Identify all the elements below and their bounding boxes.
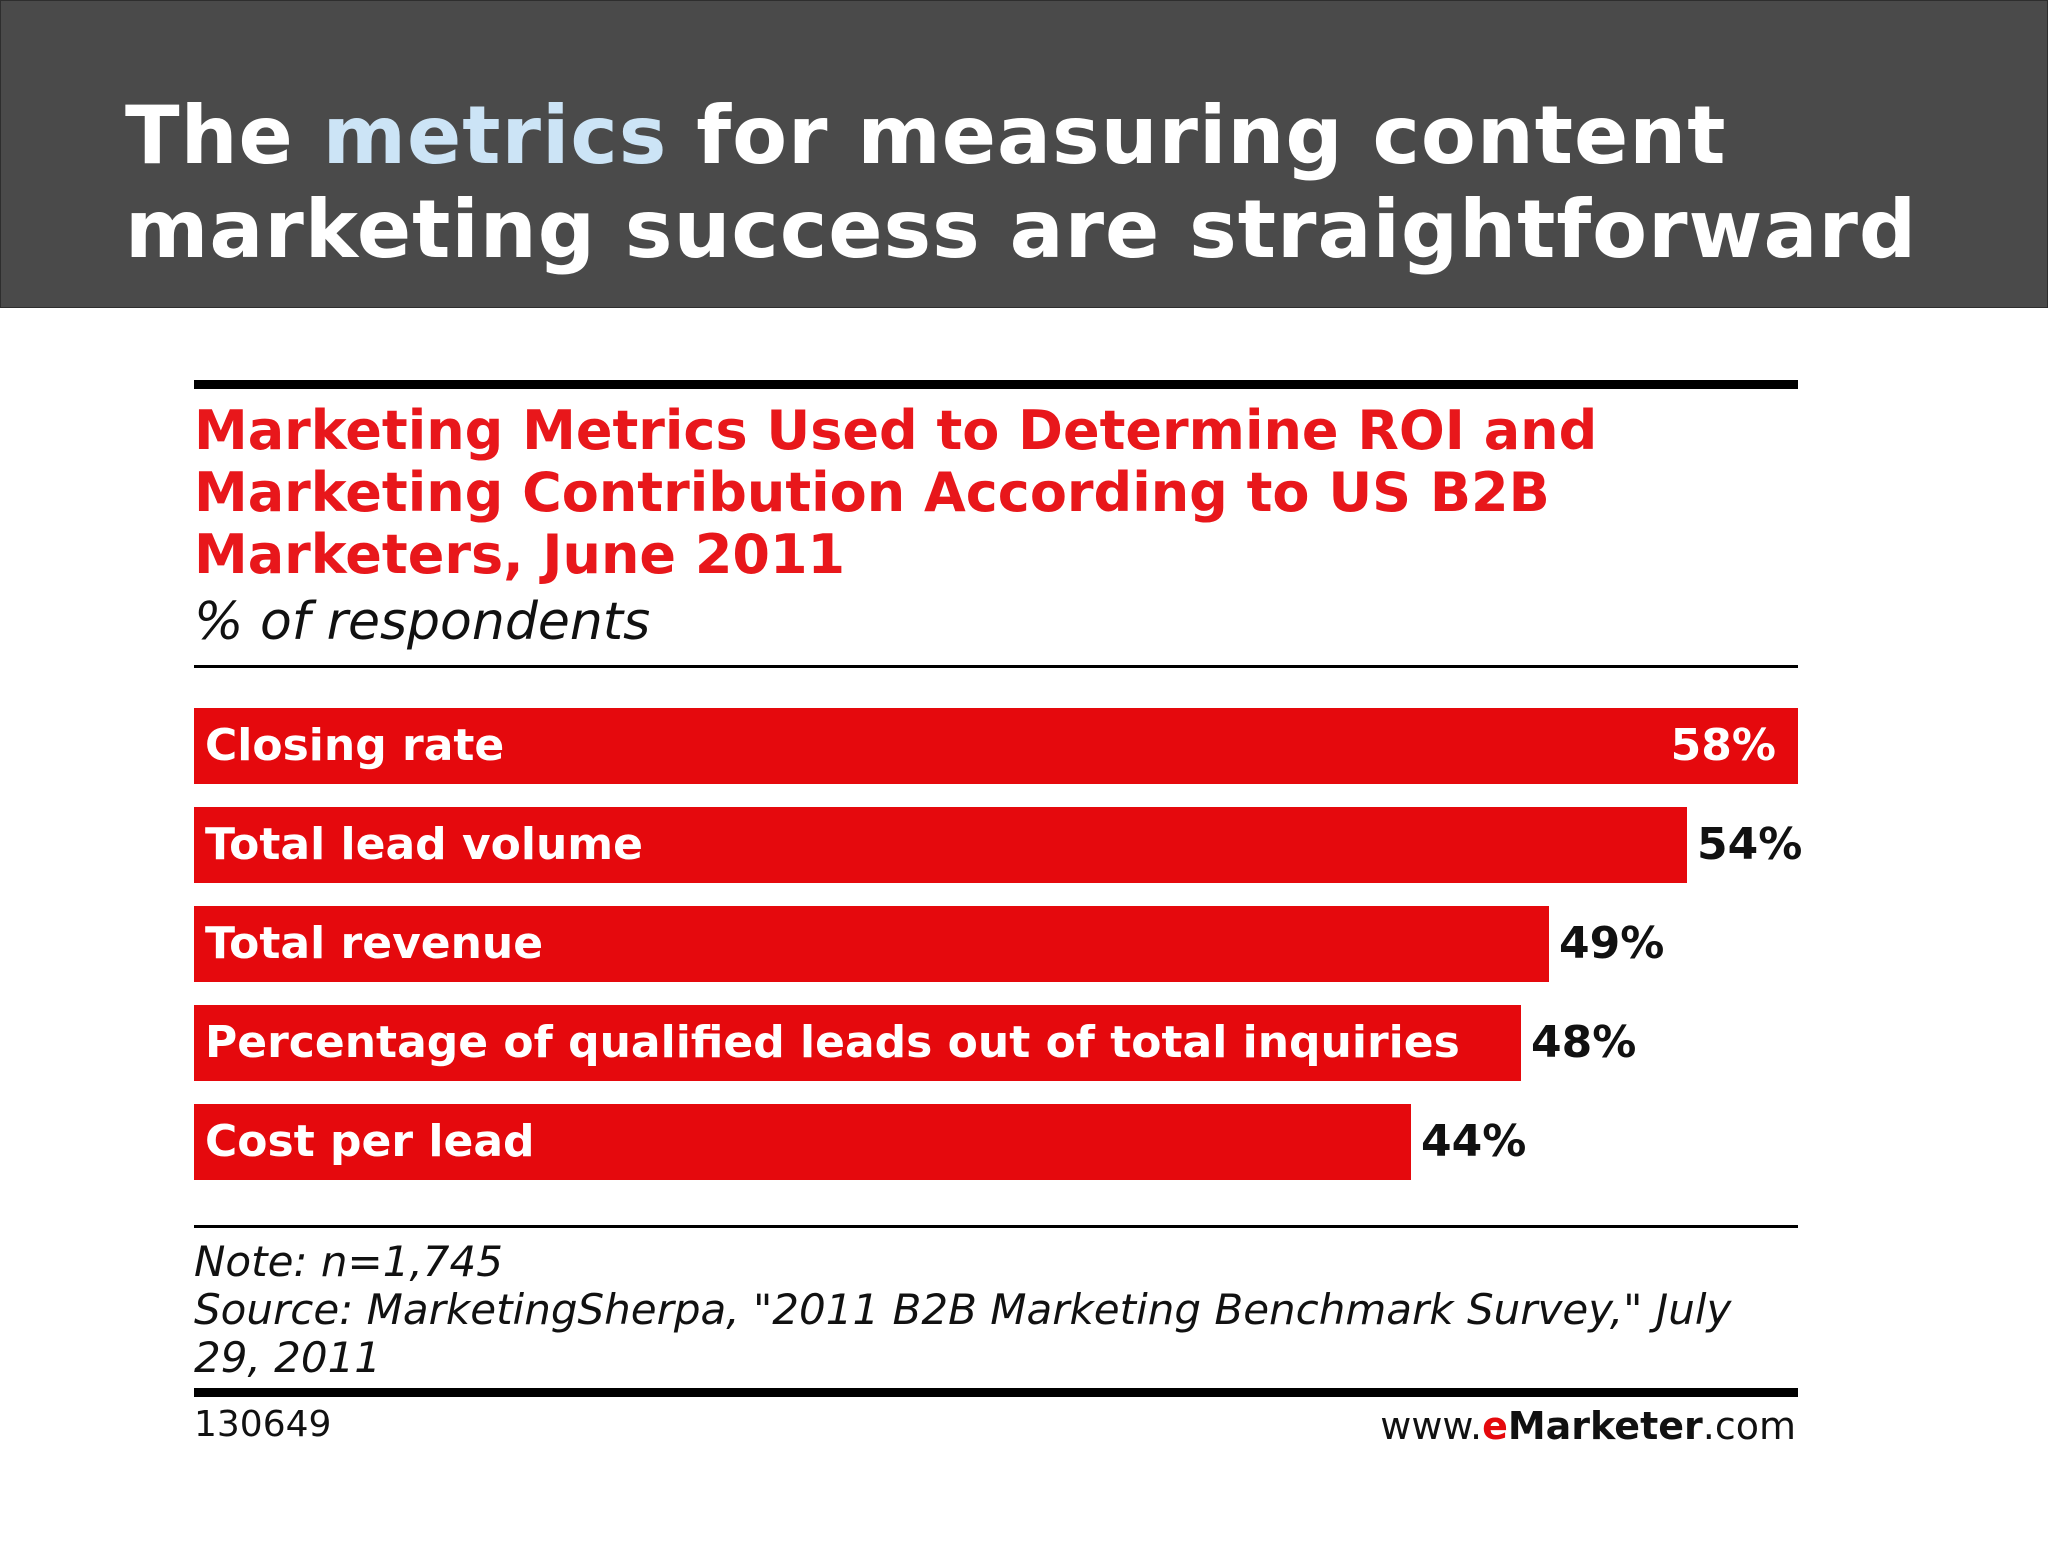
bar-value-label: 58%	[1670, 720, 1776, 771]
bar	[194, 1104, 1411, 1180]
bar-label: Percentage of qualified leads out of tot…	[205, 1017, 1460, 1068]
bar	[194, 708, 1798, 784]
bar-value-label: 44%	[1421, 1116, 1527, 1167]
bar-label: Total revenue	[205, 918, 544, 969]
bar	[194, 906, 1549, 982]
bar	[194, 807, 1687, 883]
bar-value-label: 48%	[1531, 1017, 1637, 1068]
chart-title-line-2: Marketing Contribution According to US B…	[194, 461, 1550, 524]
bar-value-label: 49%	[1559, 918, 1665, 969]
bar-label: Cost per lead	[205, 1116, 535, 1167]
chart-id: 130649	[194, 1404, 332, 1445]
bar-row: Cost per lead 44%	[194, 1104, 1798, 1180]
bottom-rule	[194, 1388, 1798, 1397]
bar-area: Closing rate 58% Total lead volume 54% Total…	[194, 708, 1802, 1568]
chart-title-line-3: Marketers, June 2011	[194, 523, 846, 586]
bar-label: Closing rate	[205, 720, 505, 771]
bar	[194, 1005, 1521, 1081]
bar-row: Total lead volume 54%	[194, 807, 1802, 883]
source-website: www.eMarketer.com	[1380, 1404, 1796, 1448]
bar-value-label: 54%	[1697, 819, 1803, 870]
site-prefix: www.	[1380, 1404, 1483, 1448]
footer-rule	[194, 1225, 1798, 1228]
site-e: e	[1482, 1404, 1508, 1448]
chart-title-line-1: Marketing Metrics Used to Determine ROI …	[194, 399, 1598, 462]
headline-highlight: metrics	[322, 89, 668, 182]
bar-row: Total revenue 49%	[194, 906, 1798, 982]
top-rule	[194, 380, 1798, 389]
chart-source-line-1: Source: MarketingSherpa, "2011 B2B Marke…	[194, 1285, 1732, 1334]
site-suffix: .com	[1702, 1404, 1796, 1448]
bar-row: Percentage of qualified leads out of tot…	[194, 1005, 1798, 1081]
site-brand: Marketer	[1507, 1404, 1703, 1448]
chart-source: Source: MarketingSherpa, "2011 B2B Marke…	[194, 1286, 1794, 1382]
subtitle-rule	[194, 665, 1798, 668]
chart-title: Marketing Metrics Used to Determine ROI …	[194, 400, 1794, 586]
headline-part-1: The	[125, 89, 323, 182]
slide-headline: The metrics for measuring content marketi…	[125, 89, 1917, 277]
headline-line-2: marketing success are straightforward	[125, 183, 1918, 276]
title-banner: The metrics for measuring content marketi…	[0, 0, 2048, 308]
chart-subtitle: % of respondents	[194, 592, 651, 652]
bar-label: Total lead volume	[205, 819, 643, 870]
headline-part-2: for measuring content	[667, 89, 1727, 182]
bar-row: Closing rate 58%	[194, 708, 1798, 784]
chart-source-line-2: 29, 2011	[194, 1333, 382, 1382]
chart-note: Note: n=1,745	[194, 1237, 503, 1286]
